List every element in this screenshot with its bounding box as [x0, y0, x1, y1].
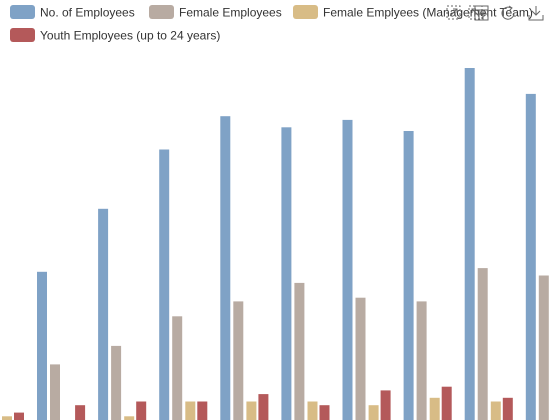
- bar-1-10[interactable]: [525, 93, 536, 420]
- bar-4-4[interactable]: [197, 401, 208, 420]
- toolbox[interactable]: [446, 5, 544, 21]
- bar-3-3[interactable]: [124, 416, 135, 420]
- bar-1-3[interactable]: [98, 208, 109, 420]
- legend-item-3[interactable]: Female Emplyees (Management Team): [293, 5, 533, 20]
- bar-1-8[interactable]: [403, 131, 414, 420]
- legend-swatch-3: [293, 5, 318, 19]
- legend-label-3: Female Emplyees (Management Team): [323, 6, 533, 20]
- bars-layer: [2, 68, 549, 420]
- bar-2-4[interactable]: [172, 316, 183, 420]
- bar-4-6[interactable]: [319, 405, 330, 420]
- bar-3-7[interactable]: [368, 405, 379, 420]
- bar-2-3[interactable]: [111, 345, 122, 420]
- bar-2-2[interactable]: [50, 364, 60, 420]
- legend-item-1[interactable]: No. of Employees: [10, 5, 135, 20]
- bar-3-8[interactable]: [429, 397, 440, 420]
- bar-2-5[interactable]: [233, 301, 244, 420]
- legend-label-2: Female Employees: [179, 6, 282, 20]
- bar-3-5[interactable]: [246, 401, 257, 420]
- legend-item-4[interactable]: Youth Employees (up to 24 years): [10, 28, 220, 43]
- bar-1-7[interactable]: [342, 119, 353, 420]
- bar-1-5[interactable]: [220, 116, 231, 420]
- legend-item-2[interactable]: Female Employees: [149, 5, 282, 20]
- legend-label-1: No. of Employees: [40, 6, 135, 20]
- bar-1-9[interactable]: [464, 68, 475, 420]
- legend-swatch-2: [149, 5, 174, 19]
- bar-4-5[interactable]: [258, 394, 269, 420]
- zoom-icon[interactable]: [446, 5, 461, 20]
- legend-swatch-1: [10, 5, 35, 19]
- bar-4-8[interactable]: [441, 386, 452, 420]
- bar-4-2[interactable]: [75, 405, 86, 420]
- bar-1-2[interactable]: [37, 271, 47, 420]
- bar-4-9[interactable]: [502, 397, 513, 420]
- bar-2-8[interactable]: [416, 301, 427, 420]
- bar-2-6[interactable]: [294, 282, 305, 420]
- bar-3-1[interactable]: [2, 416, 12, 420]
- bar-4-1[interactable]: [14, 412, 24, 420]
- data-view-icon[interactable]: [474, 5, 489, 21]
- bar-3-4[interactable]: [185, 401, 196, 420]
- bar-2-10[interactable]: [538, 275, 549, 420]
- bar-3-6[interactable]: [307, 401, 318, 420]
- bar-2-7[interactable]: [355, 297, 366, 420]
- bar-1-6[interactable]: [281, 127, 292, 420]
- restore-icon[interactable]: [501, 5, 515, 20]
- legend-swatch-4: [10, 28, 35, 42]
- bar-3-9[interactable]: [490, 401, 501, 420]
- legend[interactable]: No. of Employees Female Employees Female E…: [10, 5, 533, 43]
- bar-4-3[interactable]: [136, 401, 147, 420]
- bar-2-9[interactable]: [477, 268, 488, 420]
- bar-1-4[interactable]: [159, 149, 170, 420]
- bar-4-7[interactable]: [380, 390, 391, 420]
- save-image-icon[interactable]: [528, 6, 544, 21]
- legend-label-4: Youth Employees (up to 24 years): [40, 29, 220, 43]
